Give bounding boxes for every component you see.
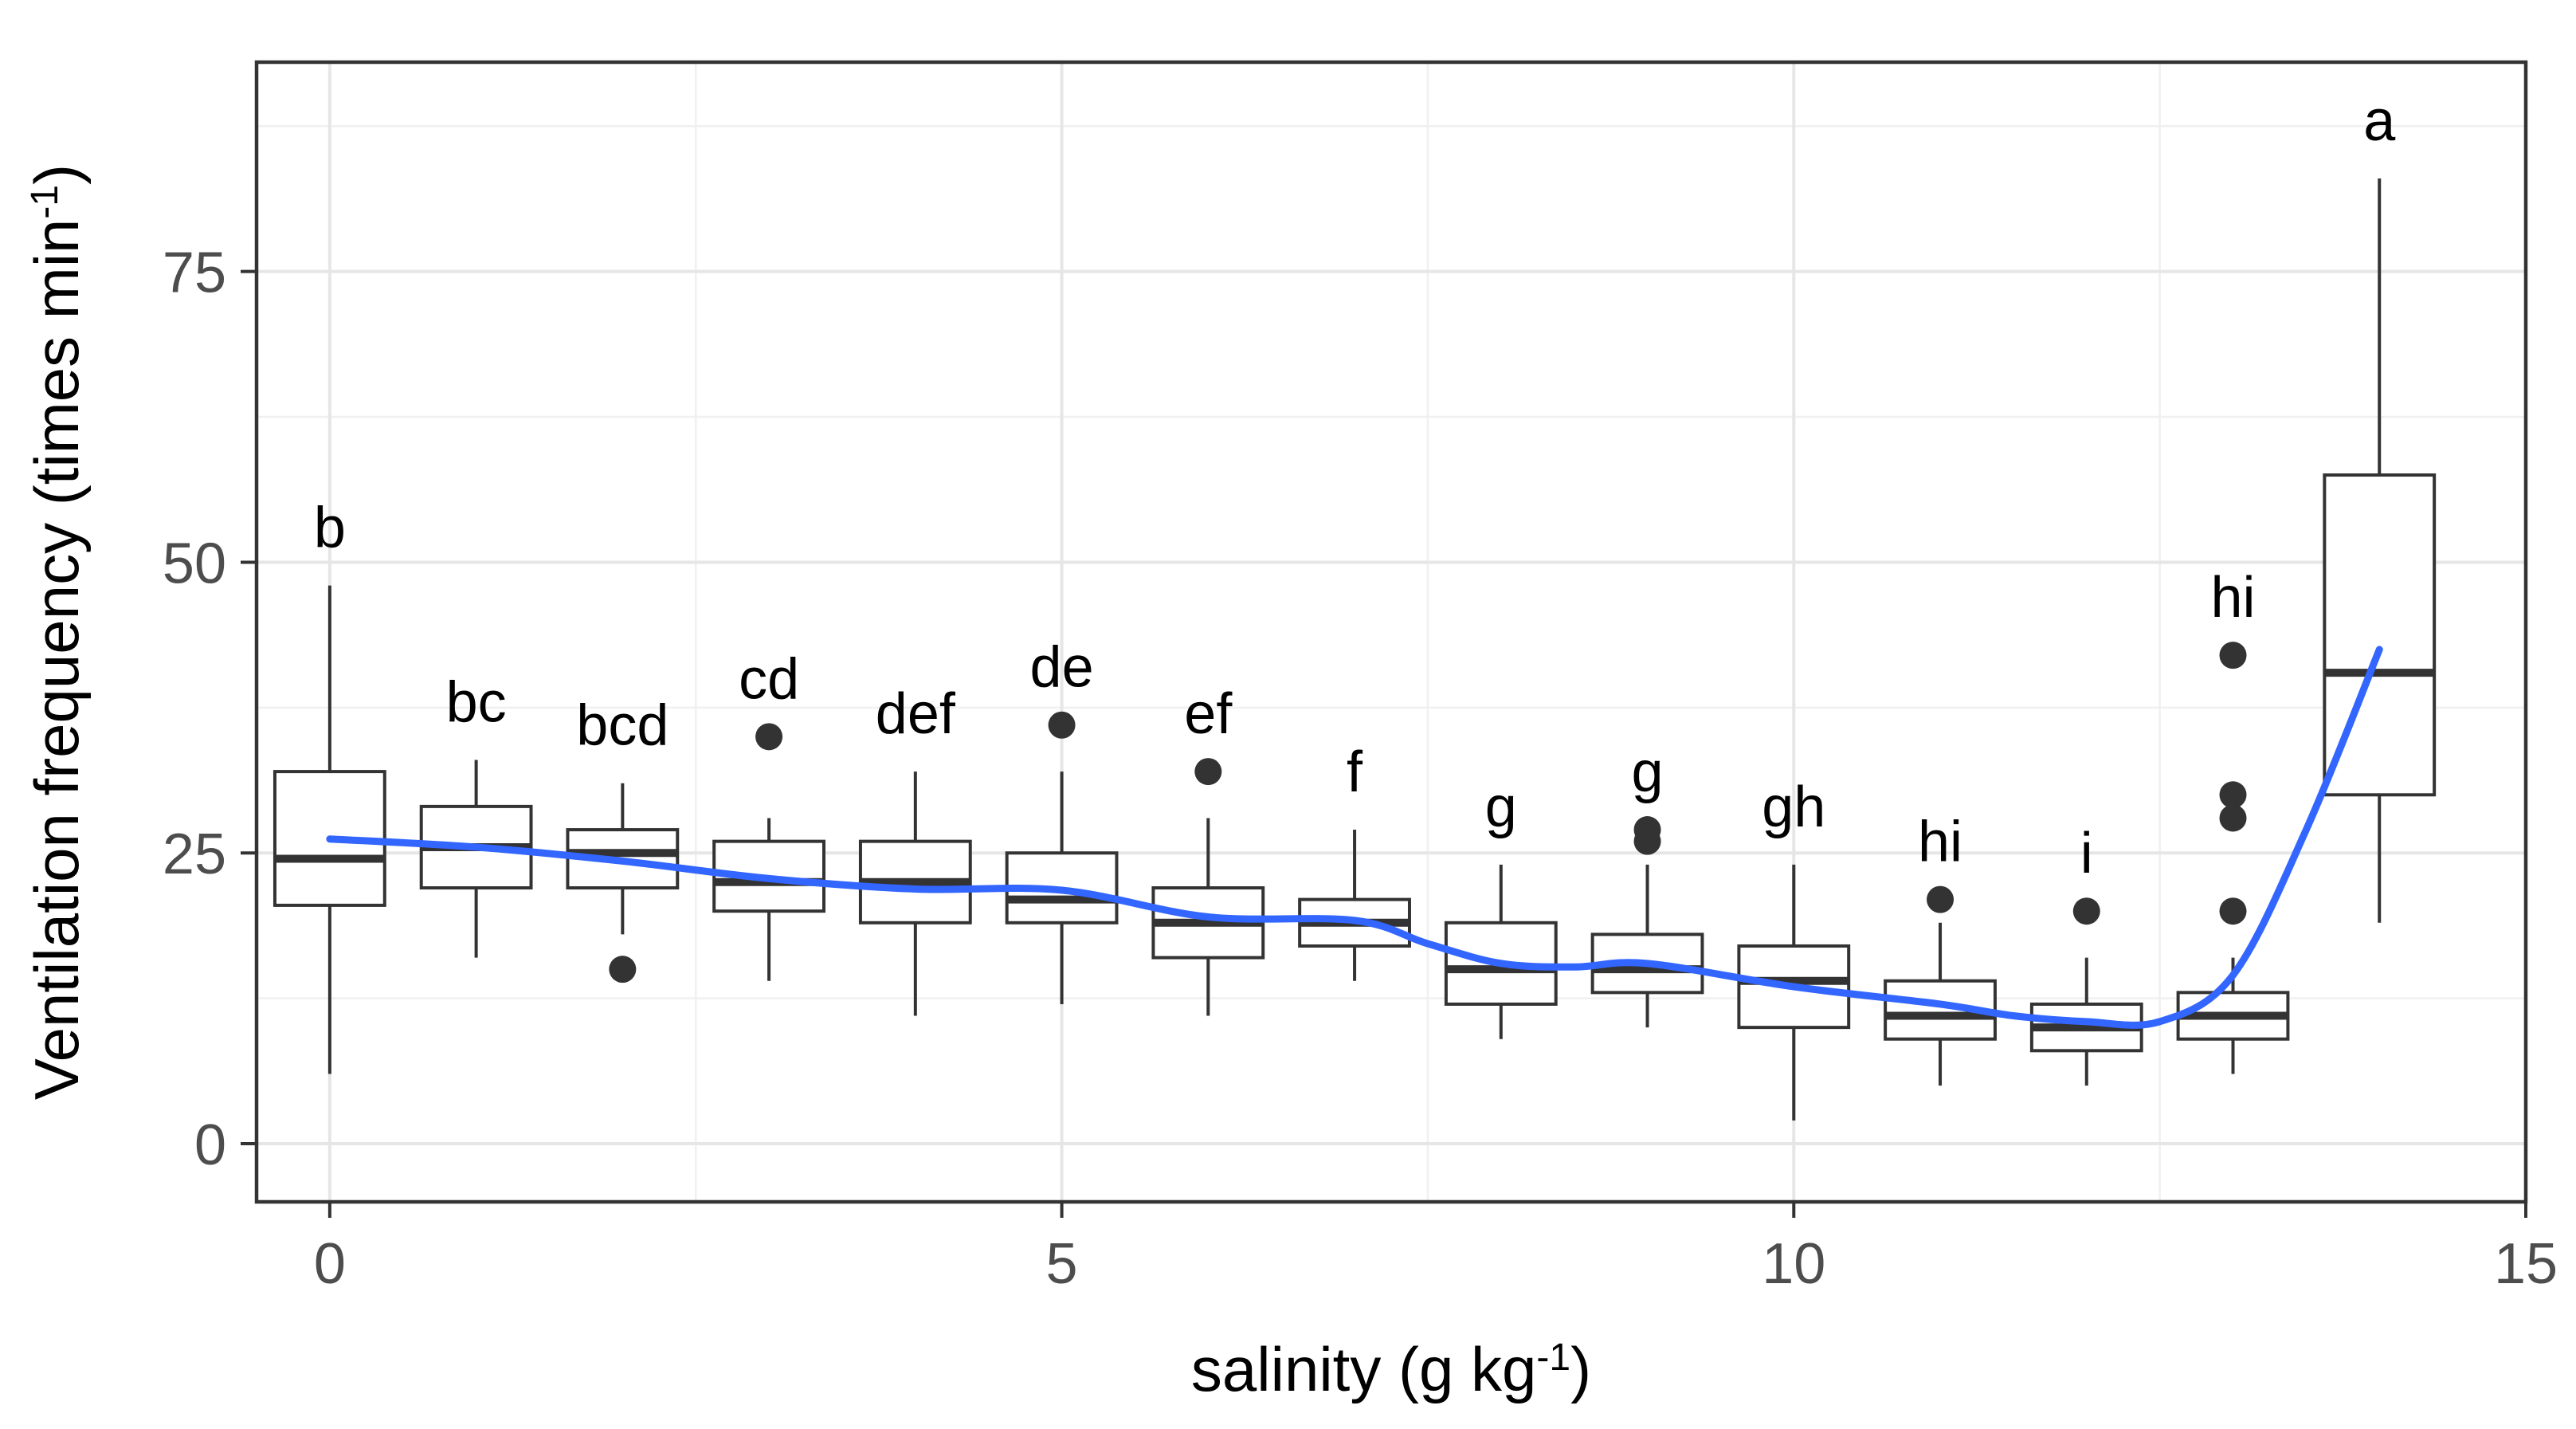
- y-tick-label: 0: [194, 1113, 226, 1177]
- x-tick-label: 5: [1046, 1232, 1078, 1296]
- significance-letter: f: [1347, 740, 1363, 804]
- outlier-point: [2072, 897, 2100, 925]
- significance-letter: bcd: [576, 694, 669, 758]
- outlier-point: [2219, 804, 2247, 832]
- axis-tick-labels: 0 5 10 15 0 25 50 75: [163, 241, 2558, 1296]
- significance-letter: hi: [2210, 566, 2255, 630]
- box-group: [272, 585, 386, 1074]
- panel-border: [254, 60, 2528, 1204]
- y-axis-title: Ventilation frequency (times min-1): [22, 164, 92, 1100]
- significance-letter: ef: [1184, 682, 1233, 746]
- smooth-line-layer: [326, 646, 2383, 1029]
- significance-letter: b: [314, 497, 346, 560]
- significance-letter: gh: [1762, 775, 1825, 839]
- outlier-point: [609, 956, 637, 983]
- x-axis-title: salinity (g kg-1): [1191, 1334, 1591, 1404]
- box-group: [419, 760, 533, 958]
- box-group: [858, 771, 972, 1016]
- x-tick-label: 10: [1762, 1232, 1825, 1296]
- smooth-trend-line: [326, 646, 2383, 1029]
- significance-letter: hi: [1918, 811, 1962, 874]
- x-tick-label: 15: [2494, 1232, 2558, 1296]
- significance-letter: g: [1632, 740, 1664, 804]
- significance-letter: i: [2080, 822, 2093, 885]
- box-group: [566, 783, 680, 983]
- outlier-point: [755, 723, 783, 751]
- axis-ticks: [241, 269, 2527, 1218]
- significance-letter: de: [1030, 636, 1094, 700]
- significance-letter: g: [1485, 775, 1517, 839]
- outlier-point: [2219, 897, 2247, 925]
- x-tick-label: 0: [314, 1232, 346, 1296]
- box-group: [2323, 178, 2437, 923]
- y-tick-label: 50: [163, 532, 226, 595]
- box-group: [1884, 885, 1997, 1086]
- box-group: [1590, 816, 1704, 1028]
- minor-gridlines: [257, 62, 2526, 1202]
- outlier-point: [2219, 642, 2247, 669]
- box-group: [2176, 642, 2290, 1074]
- outlier-point: [1633, 816, 1661, 844]
- box-group: [2029, 897, 2143, 1086]
- y-tick-label: 25: [163, 822, 226, 886]
- significance-letter: bc: [446, 671, 507, 735]
- box-group: [1151, 758, 1265, 1016]
- significance-letter: def: [876, 682, 956, 746]
- boxplots: [272, 178, 2437, 1121]
- outlier-point: [2219, 781, 2247, 809]
- significance-letter: a: [2363, 89, 2396, 153]
- outlier-point: [1194, 758, 1222, 786]
- outlier-point: [1048, 711, 1076, 739]
- box-group: [712, 723, 825, 981]
- y-tick-label: 75: [163, 241, 226, 305]
- significance-letter: cd: [739, 647, 799, 711]
- significance-letters: b bc bcd cd def de ef f g g gh hi i hi a: [314, 89, 2396, 885]
- outlier-point: [1927, 885, 1955, 913]
